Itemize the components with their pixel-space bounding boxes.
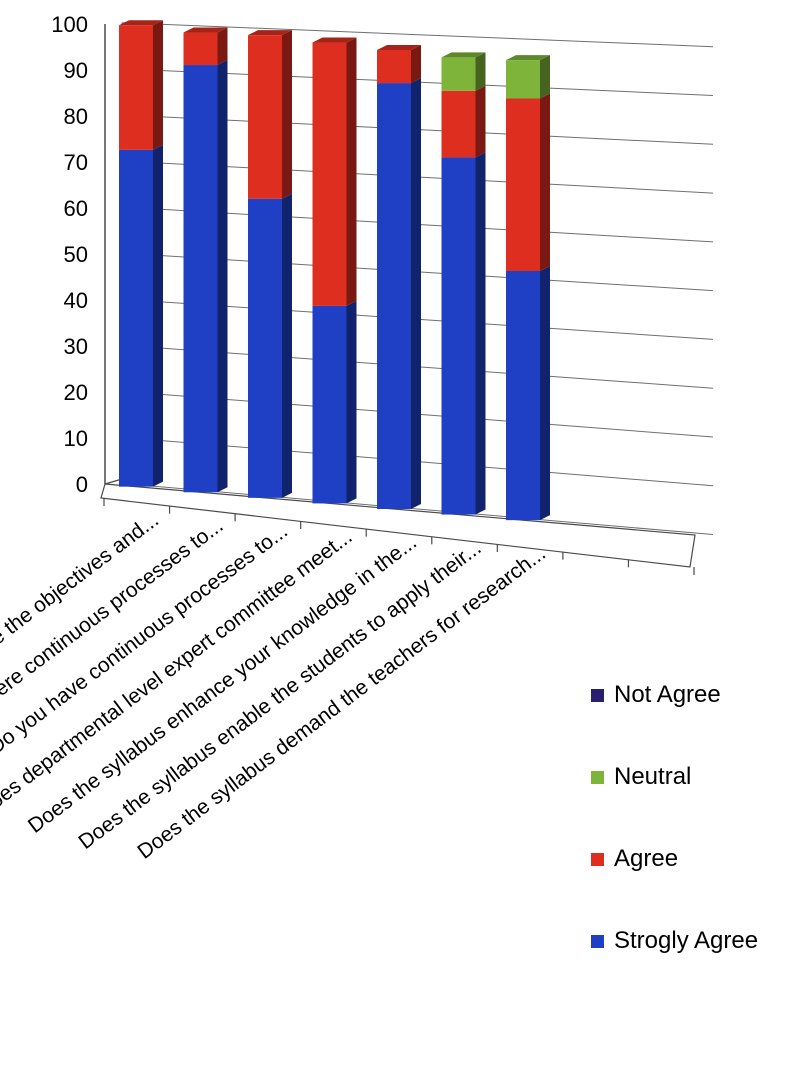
bar-segment-agree xyxy=(377,49,411,84)
bar-segment-agree xyxy=(183,32,218,66)
bar-side-face xyxy=(475,152,486,515)
bar-segment-strogly-agree xyxy=(312,305,347,504)
bar-side-face xyxy=(153,20,163,150)
y-tick-label: 20 xyxy=(64,380,88,405)
bar-top-face xyxy=(248,30,292,36)
legend-swatch xyxy=(591,853,604,866)
bar-top-face xyxy=(119,20,163,26)
bar-segment-agree xyxy=(506,98,540,271)
y-tick-label: 100 xyxy=(51,12,88,37)
bar-segment-agree xyxy=(441,90,476,158)
legend-label: Strogly Agree xyxy=(614,927,758,954)
bar-segment-strogly-agree xyxy=(119,149,153,487)
bar-segment-strogly-agree xyxy=(183,65,218,493)
bar-top-face xyxy=(506,55,550,61)
bar-segment-strogly-agree xyxy=(248,198,282,498)
bar-side-face xyxy=(346,300,357,504)
y-tick-label: 10 xyxy=(64,426,88,451)
floor-plane xyxy=(100,483,696,568)
legend: Not Agree Neutral Agree Strogly Agree xyxy=(591,681,758,954)
legend-label: Not Agree xyxy=(614,681,721,708)
bar-side-face xyxy=(217,60,228,493)
category-labels: Are the objectives and...Is there contin… xyxy=(0,508,550,863)
y-tick-label: 30 xyxy=(64,334,88,359)
bar-segment-agree xyxy=(312,42,347,306)
bar-side-face xyxy=(282,30,292,199)
bar-top-face xyxy=(312,37,357,43)
bar-top-face xyxy=(183,27,228,33)
gridline xyxy=(121,22,714,48)
bar-top-face xyxy=(377,44,421,50)
y-tick-label: 80 xyxy=(64,104,88,129)
bar-side-face xyxy=(475,52,486,91)
bar-segment-agree xyxy=(248,35,282,199)
legend-swatch xyxy=(591,935,604,948)
bar-segment-strogly-agree xyxy=(377,83,411,509)
bar-segment-neutral xyxy=(441,57,476,91)
y-tick-label: 70 xyxy=(64,150,88,175)
bar-segment-agree xyxy=(119,25,153,150)
y-tick-labels: 0 10 20 30 40 50 60 70 80 90 100 xyxy=(51,12,88,497)
legend-label: Agree xyxy=(614,845,678,872)
y-tick-label: 60 xyxy=(64,196,88,221)
bar-side-face xyxy=(540,265,550,521)
gridline xyxy=(121,482,714,536)
y-tick-label: 40 xyxy=(64,288,88,313)
bar-side-face xyxy=(540,93,550,271)
y-tick-label: 90 xyxy=(64,58,88,83)
bar-side-face xyxy=(217,27,228,66)
bar-side-face xyxy=(411,78,421,509)
bar-segment-strogly-agree xyxy=(441,157,476,515)
y-tick-label: 0 xyxy=(76,472,88,497)
bar-side-face xyxy=(346,37,357,306)
bar-segment-neutral xyxy=(506,60,540,99)
legend-label: Neutral xyxy=(614,763,691,790)
legend-swatch xyxy=(591,771,604,784)
bar-side-face xyxy=(411,44,421,84)
bar-segment-strogly-agree xyxy=(506,270,540,521)
bar-side-face xyxy=(153,144,163,487)
bar-side-face xyxy=(540,55,550,99)
bar-side-face xyxy=(282,193,292,498)
bar-top-face xyxy=(441,52,486,58)
y-tick-label: 50 xyxy=(64,242,88,267)
bars xyxy=(119,20,550,521)
bar-side-face xyxy=(475,85,486,158)
legend-swatch xyxy=(591,689,604,702)
